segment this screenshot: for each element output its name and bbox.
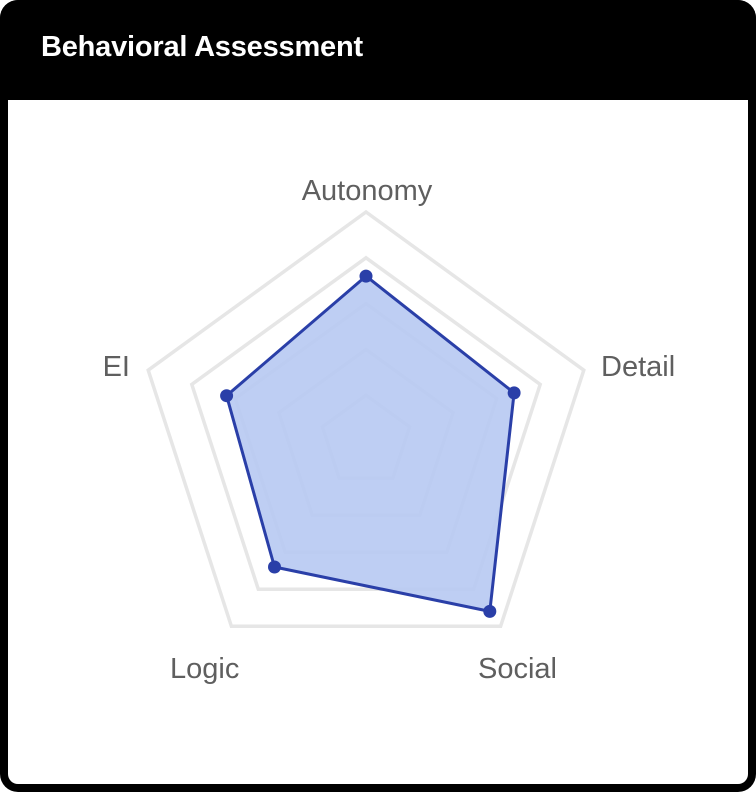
- axis-label-ei: EI: [103, 351, 130, 383]
- radar-series: [220, 269, 521, 618]
- data-point-autonomy: [359, 269, 373, 283]
- grid-ring-5: [146, 209, 586, 629]
- axis-label-detail: Detail: [601, 351, 675, 383]
- data-point-social: [483, 604, 497, 618]
- data-point-detail: [507, 386, 521, 400]
- axis-labels: Autonomy Detail Social Logic EI: [103, 175, 676, 685]
- grid-ring-4: [189, 255, 543, 591]
- axis-label-logic: Logic: [170, 653, 239, 685]
- axis-label-autonomy: Autonomy: [302, 175, 433, 207]
- data-point-ei: [220, 389, 234, 403]
- card-header: Behavioral Assessment: [0, 0, 756, 100]
- axis-label-social: Social: [478, 653, 557, 685]
- series-area: [225, 274, 516, 613]
- card-title: Behavioral Assessment: [41, 31, 363, 63]
- data-point-logic: [268, 560, 281, 574]
